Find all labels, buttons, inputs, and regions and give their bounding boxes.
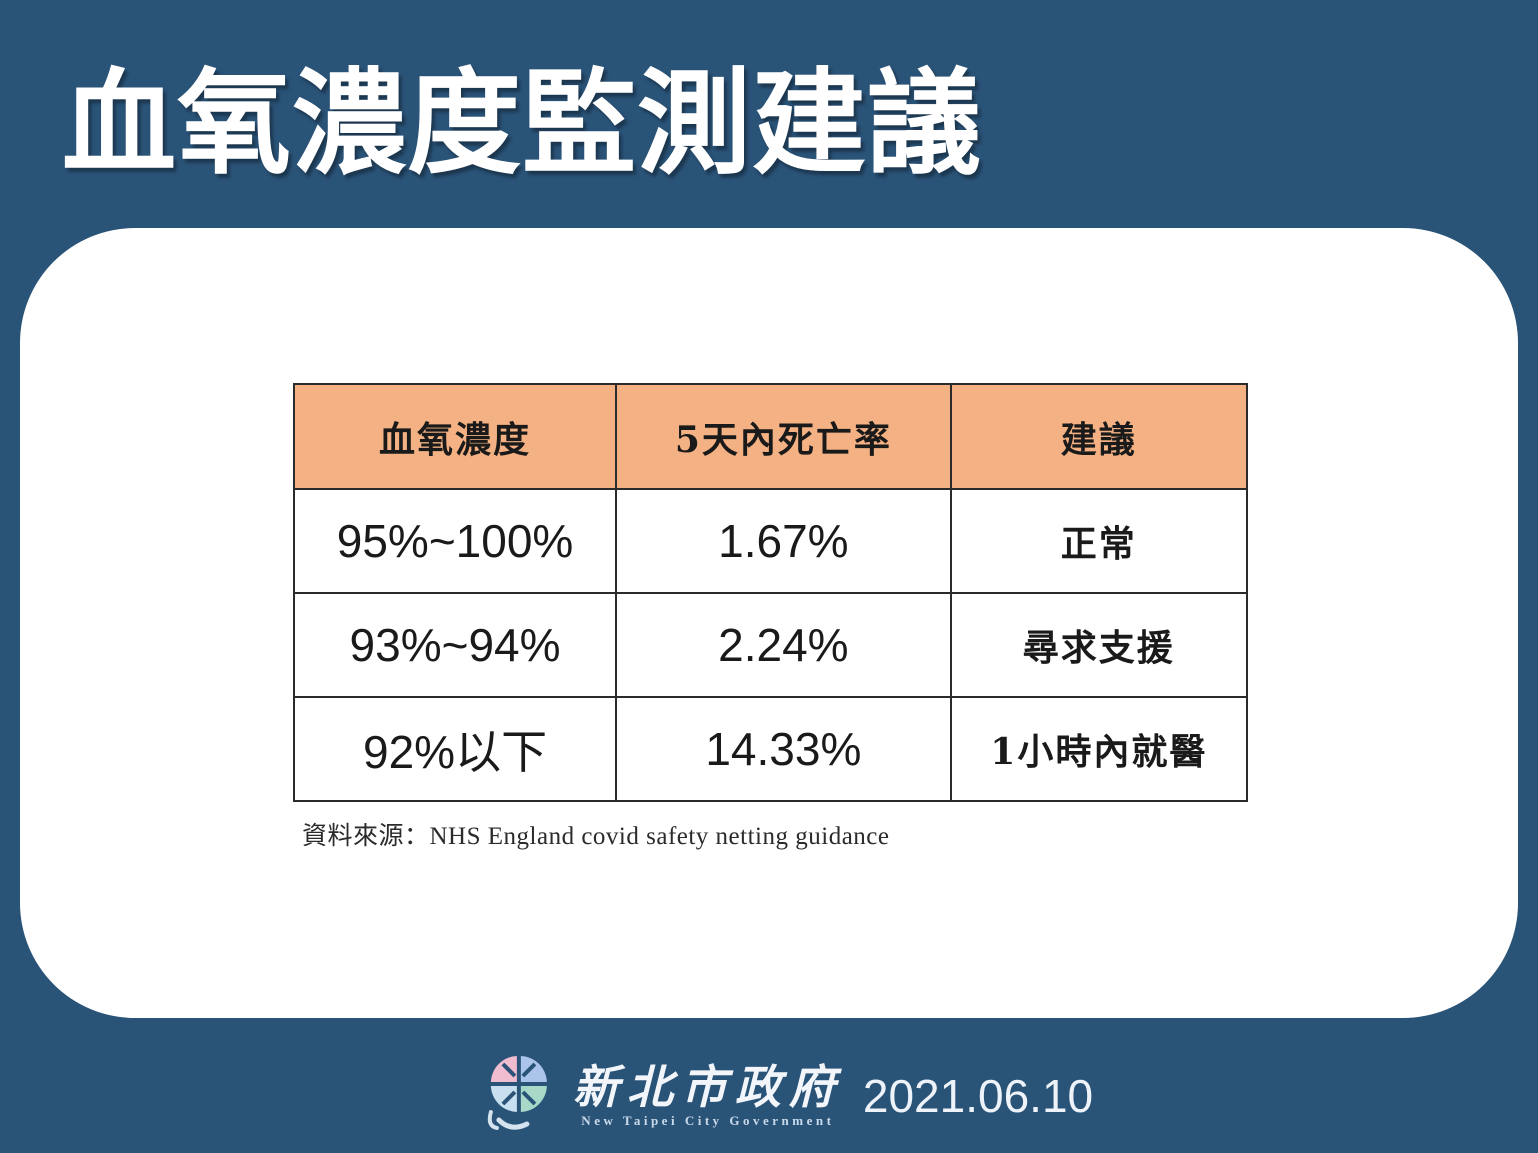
new-taipei-city-government-logo-icon (487, 1056, 547, 1130)
oxygen-range-cell: 95%~100% (292, 488, 618, 594)
oxygen-range-cell: 92%以下 (292, 696, 618, 802)
org-name-block: 新北市政府 New Taipei City Government (573, 1063, 843, 1129)
org-name-en: New Taipei City Government (581, 1113, 835, 1129)
footer-date: 2021.06.10 (862, 1070, 1094, 1122)
advice-cell: 正常 (949, 488, 1249, 594)
advice-cell: 1小時內就醫 (949, 696, 1249, 802)
org-name-zh: 新北市政府 (572, 1059, 843, 1114)
table-row: 95%~100% 1.67% 正常 (292, 488, 1249, 594)
content-panel: 血氧濃度 5天內死亡率 建議 95%~100% 1.67% 正常 93%~94%… (20, 228, 1518, 1018)
table-row: 93%~94% 2.24% 尋求支援 (292, 592, 1249, 698)
page-title: 血氧濃度監測建議 (62, 56, 983, 190)
footer: 新北市政府 New Taipei City Government 2021.06… (481, 1050, 1093, 1142)
table-header-row: 血氧濃度 5天內死亡率 建議 (292, 383, 1249, 490)
oxygen-range-cell: 93%~94% (292, 592, 618, 698)
mortality-rate-cell: 2.24% (615, 592, 952, 698)
column-header-advice: 建議 (949, 383, 1249, 490)
column-header-mortality: 5天內死亡率 (615, 383, 952, 490)
mortality-rate-cell: 14.33% (615, 696, 952, 802)
table-row: 92%以下 14.33% 1小時內就醫 (292, 696, 1249, 802)
column-header-oxygen: 血氧濃度 (292, 383, 618, 490)
oxygen-table: 血氧濃度 5天內死亡率 建議 95%~100% 1.67% 正常 93%~94%… (292, 383, 1249, 802)
advice-cell: 尋求支援 (949, 592, 1249, 698)
source-note: 資料來源：NHS England covid safety netting gu… (302, 823, 890, 850)
mortality-rate-cell: 1.67% (615, 488, 952, 594)
